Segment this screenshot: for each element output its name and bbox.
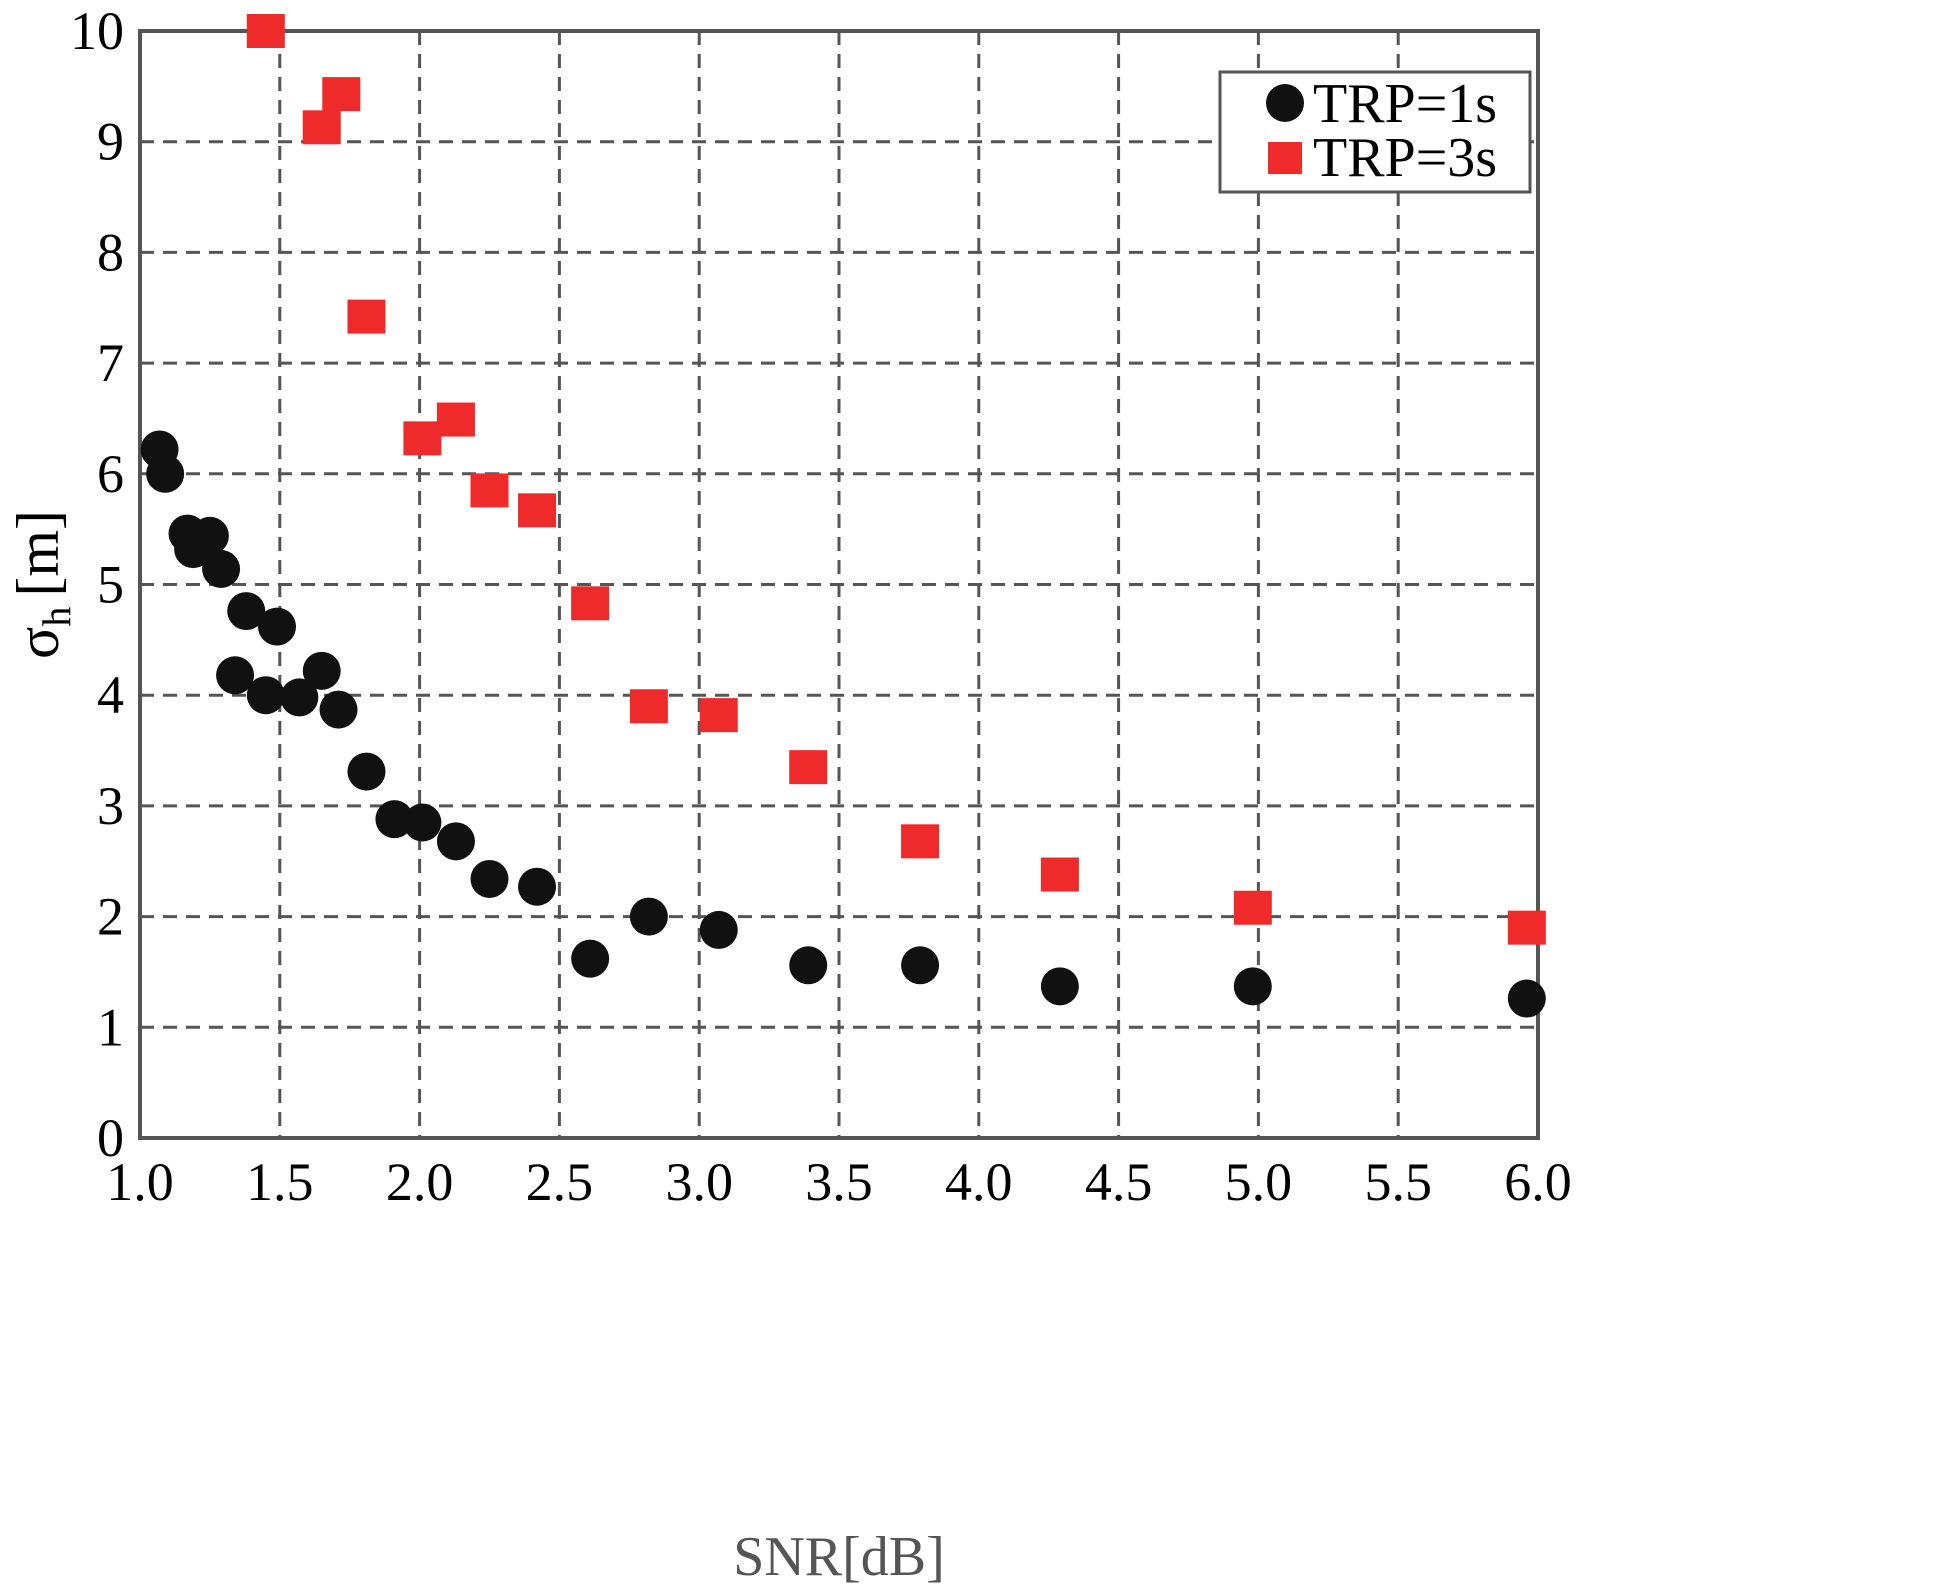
point-trp-3s — [436, 402, 475, 437]
point-trp-1s — [302, 651, 341, 690]
x-tick-label: 1.5 — [246, 1152, 314, 1212]
point-trp-1s — [699, 910, 738, 949]
legend-label-trp-3s: TRP=3s — [1313, 127, 1497, 189]
x-tick-labels: 1.0 1.5 2.0 2.5 3.0 3.5 4.0 4.5 5.0 5.5 6.0 — [106, 1152, 1572, 1212]
point-trp-1s — [518, 867, 557, 906]
x-tick-label: 2.5 — [526, 1152, 594, 1212]
y-axis-unit: [m] — [5, 510, 71, 597]
point-trp-1s — [190, 516, 229, 555]
point-trp-1s — [1040, 967, 1079, 1006]
point-trp-3s — [571, 586, 610, 621]
point-trp-1s — [202, 550, 241, 589]
point-trp-1s — [629, 897, 668, 936]
y-tick-labels: 0 1 2 3 4 5 6 7 8 9 10 — [70, 1, 124, 1168]
point-trp-3s — [470, 473, 509, 508]
y-axis-title: σh [m] — [5, 510, 79, 659]
x-tick-label: 4.0 — [945, 1152, 1013, 1212]
point-trp-1s — [280, 678, 319, 717]
point-trp-1s — [347, 752, 386, 791]
point-trp-1s — [258, 607, 297, 646]
y-axis-symbol: σ — [5, 627, 71, 659]
x-tick-label: 3.5 — [805, 1152, 873, 1212]
y-tick-label: 6 — [97, 444, 124, 504]
point-trp-3s — [322, 77, 361, 112]
point-trp-3s — [1507, 910, 1546, 945]
point-trp-1s — [227, 592, 266, 631]
point-trp-3s — [629, 689, 668, 724]
point-trp-3s — [789, 750, 828, 785]
y-tick-label: 0 — [97, 1108, 124, 1168]
point-trp-3s — [347, 299, 386, 334]
point-trp-3s — [518, 493, 557, 528]
data-points — [140, 14, 1546, 1018]
y-tick-label: 9 — [97, 112, 124, 172]
point-trp-3s — [246, 14, 285, 48]
legend-marker-trp-3s — [1268, 142, 1302, 174]
point-trp-1s — [403, 803, 442, 842]
point-trp-1s — [1507, 979, 1546, 1018]
y-tick-label: 5 — [97, 555, 124, 615]
point-trp-1s — [571, 939, 610, 978]
x-tick-label: 1.0 — [106, 1152, 174, 1212]
x-tick-label: 5.5 — [1364, 1152, 1432, 1212]
x-tick-label: 2.0 — [386, 1152, 454, 1212]
legend: TRP=1s TRP=3s — [1218, 70, 1532, 194]
point-trp-1s — [375, 800, 414, 839]
point-trp-1s — [319, 690, 358, 729]
x-tick-label: 4.5 — [1085, 1152, 1153, 1212]
point-trp-1s — [470, 859, 509, 898]
x-axis-title: SNR[dB] — [733, 1526, 945, 1588]
legend-label-trp-1s: TRP=1s — [1313, 73, 1497, 135]
point-trp-3s — [699, 698, 738, 733]
grid-lines — [140, 31, 1538, 1138]
point-trp-1s — [216, 656, 255, 695]
x-tick-label: 3.0 — [665, 1152, 733, 1212]
y-axis-subscript: h — [34, 607, 79, 627]
point-trp-1s — [1233, 967, 1272, 1006]
legend-marker-trp-1s — [1266, 84, 1304, 122]
point-trp-3s — [302, 110, 341, 145]
y-tick-label: 8 — [97, 222, 124, 282]
svg-text:σh[m]: σh [m] — [5, 510, 79, 659]
y-tick-label: 3 — [97, 776, 124, 836]
x-tick-label: 6.0 — [1504, 1152, 1572, 1212]
point-trp-3s — [901, 824, 940, 859]
y-tick-label: 1 — [97, 997, 124, 1057]
y-tick-label: 10 — [70, 1, 124, 61]
y-tick-label: 4 — [97, 665, 124, 725]
y-tick-label: 7 — [97, 333, 124, 393]
x-tick-label: 5.0 — [1225, 1152, 1293, 1212]
point-trp-1s — [901, 946, 940, 985]
y-tick-label: 2 — [97, 887, 124, 947]
point-trp-1s — [246, 676, 285, 715]
plot-frame — [138, 29, 1540, 1140]
point-trp-3s — [1040, 857, 1079, 892]
point-trp-1s — [146, 454, 185, 493]
point-trp-3s — [403, 421, 442, 456]
point-trp-1s — [789, 946, 828, 985]
point-trp-3s — [1233, 890, 1272, 925]
point-trp-1s — [436, 822, 475, 861]
